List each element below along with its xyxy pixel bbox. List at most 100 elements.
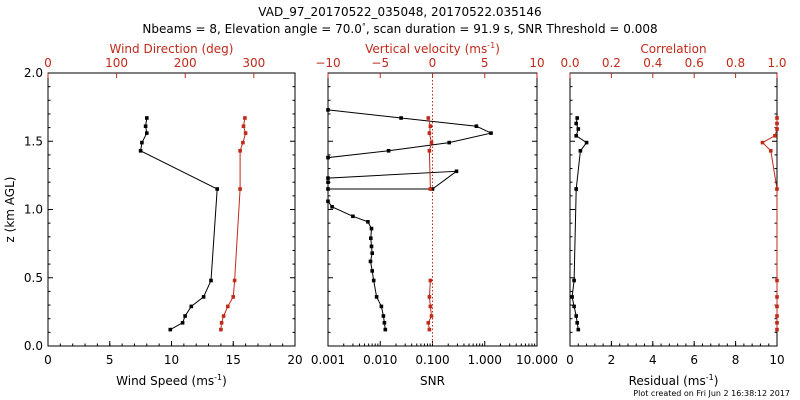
data-point [370,251,374,255]
bottom-tick-label: 0 [566,353,574,367]
data-point [775,295,779,299]
panel-snr: 0.001 0.010 0.100 1.000 10.000 −10 −5 0 5 10 SNR Ve… [311,41,558,388]
data-point [576,127,581,131]
data-point [428,124,433,128]
data-point [374,295,379,299]
data-point [369,226,374,231]
data-point [427,327,432,332]
data-point [326,176,330,180]
top-axis-label: Wind Direction (deg) [110,42,234,56]
top-tick-label: 0 [44,56,52,70]
y-tick-label: 0.5 [24,271,43,285]
data-point [232,278,237,283]
data-point [775,278,779,283]
top-tick-label: 0 [429,56,437,70]
data-point [243,116,247,120]
bottom-tick-label: 0 [44,353,52,367]
panel-frame [569,72,778,347]
y-tick-label: 0.0 [24,339,43,353]
data-point [368,259,373,264]
data-point [769,149,773,153]
data-point [576,327,581,332]
top-tick-label: 0.6 [685,56,704,70]
data-point [382,321,387,325]
data-point [399,116,403,120]
figure-subtitle: Nbeams = 8, Elevation angle = 70.0°, sca… [142,22,657,36]
data-point [578,149,583,153]
top-tick-label: 200 [174,56,197,70]
data-point [330,205,334,209]
top-tick-label: 100 [105,56,128,70]
top-tick-label: −5 [371,56,389,70]
data-point [145,116,149,120]
data-point [489,131,493,135]
data-point [426,321,431,325]
data-point [221,314,226,318]
top-tick-label: 300 [242,56,265,70]
data-point [427,295,432,299]
data-point [180,321,185,325]
data-point [189,304,194,309]
series-line [427,117,433,190]
data-point [209,278,213,283]
data-point [371,278,376,283]
bottom-tick-label: 4 [649,353,657,367]
data-point [238,149,242,153]
bottom-tick-label: 8 [732,353,740,367]
data-point [454,169,459,174]
data-point [575,116,579,120]
data-point [570,295,574,299]
data-point [140,140,144,145]
data-point [351,214,355,219]
data-point [219,327,223,332]
bottom-tick-label: 10 [769,353,784,367]
data-point [370,269,374,273]
data-point [574,187,578,191]
bottom-axis-label: SNR [420,374,445,388]
series-line [327,109,493,190]
data-point [572,304,576,309]
data-point [369,236,373,240]
data-point [369,244,374,249]
data-point [426,116,431,120]
data-point [226,304,230,309]
data-point [366,220,370,224]
top-tick-label: 1.0 [767,56,786,70]
data-point [241,140,245,145]
data-point [326,187,330,191]
data-point [760,140,765,145]
data-point [428,187,433,191]
data-point [575,321,579,325]
data-point [145,131,149,135]
data-point [383,327,388,332]
top-tick-label: 10 [529,56,544,70]
bottom-tick-label: 1.000 [468,353,502,367]
data-point [429,314,434,318]
data-point [775,321,779,325]
data-point [775,121,779,126]
y-axis-label: z (km AGL) [3,177,17,243]
data-point [474,124,479,128]
data-point [201,295,206,299]
bottom-tick-label: 0.100 [415,353,449,367]
data-point [143,124,148,128]
data-point [447,140,451,145]
data-point [775,116,779,120]
data-point [775,187,779,191]
bottom-tick-label: 0.010 [363,353,397,367]
data-point [775,314,779,318]
top-tick-label: 0.4 [643,56,662,70]
data-point [326,108,330,112]
data-point [326,155,330,160]
data-point [168,327,173,332]
top-axis-label: Vertical velocity (ms-1) [365,41,500,56]
data-point [243,131,248,135]
data-point [231,295,235,299]
data-point [219,321,224,325]
data-point [381,314,386,318]
series-line [327,201,386,330]
top-tick-label: 0.2 [602,56,621,70]
data-point [215,187,219,191]
